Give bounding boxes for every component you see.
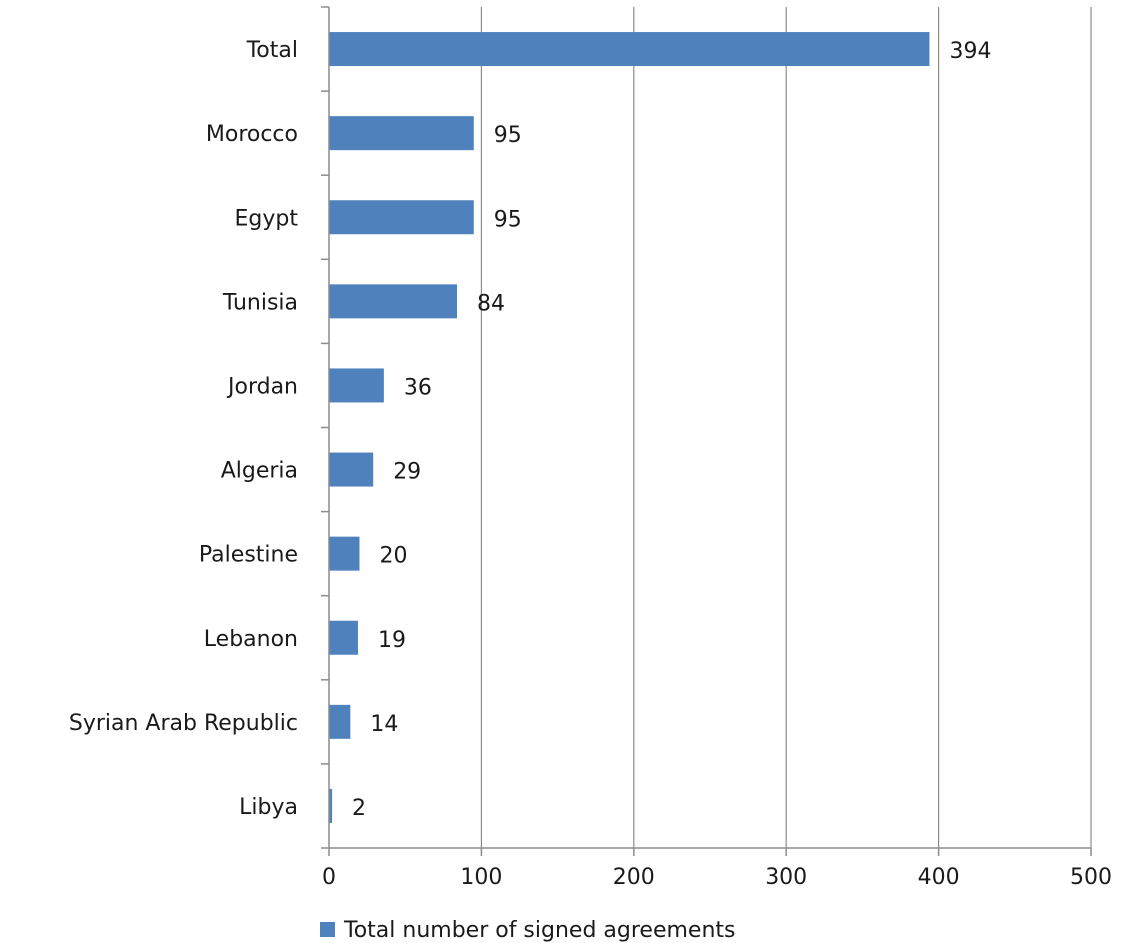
bar-lebanon xyxy=(329,620,358,655)
data-label: 14 xyxy=(370,712,398,737)
data-label: 29 xyxy=(393,460,421,485)
x-tick-label: 100 xyxy=(460,865,502,890)
category-label: Algeria xyxy=(221,459,298,484)
x-tick-label: 400 xyxy=(918,865,960,890)
bar-syrian-arab-republic xyxy=(329,704,351,739)
category-label: Palestine xyxy=(199,543,298,568)
category-label: Syrian Arab Republic xyxy=(69,711,298,736)
x-tick-label: 200 xyxy=(613,865,655,890)
bar-morocco xyxy=(329,116,474,151)
category-label: Morocco xyxy=(206,122,298,147)
legend-swatch xyxy=(320,922,335,937)
axes xyxy=(321,6,1092,856)
data-label: 19 xyxy=(378,628,406,653)
bar-tunisia xyxy=(329,284,458,319)
x-tick-label: 300 xyxy=(765,865,807,890)
labels: 0 100 200 300 400 500 Total 394 Morocco 95 Egypt 95… xyxy=(69,38,1112,890)
gridlines xyxy=(480,7,1092,848)
bar-egypt xyxy=(329,200,474,235)
bar-palestine xyxy=(329,536,360,571)
legend-label: Total number of signed agreements xyxy=(343,918,735,943)
category-label: Libya xyxy=(239,795,298,820)
bar-algeria xyxy=(329,452,374,487)
bar-jordan xyxy=(329,368,384,403)
data-label: 95 xyxy=(494,123,522,148)
x-tick-label: 500 xyxy=(1070,865,1112,890)
legend: Total number of signed agreements xyxy=(320,918,735,943)
category-label: Jordan xyxy=(226,374,298,399)
bar-libya xyxy=(329,788,333,823)
data-label: 394 xyxy=(949,39,991,64)
data-label: 84 xyxy=(477,291,505,316)
category-label: Lebanon xyxy=(204,627,298,652)
data-label: 20 xyxy=(379,544,407,569)
bar-total xyxy=(329,32,930,67)
data-label: 95 xyxy=(494,207,522,232)
data-label: 36 xyxy=(404,375,432,400)
category-label: Egypt xyxy=(235,206,299,231)
data-label: 2 xyxy=(352,796,366,821)
category-label: Tunisia xyxy=(222,290,298,315)
x-tick-label: 0 xyxy=(322,865,336,890)
category-label: Total xyxy=(246,38,298,63)
bars xyxy=(329,32,930,823)
